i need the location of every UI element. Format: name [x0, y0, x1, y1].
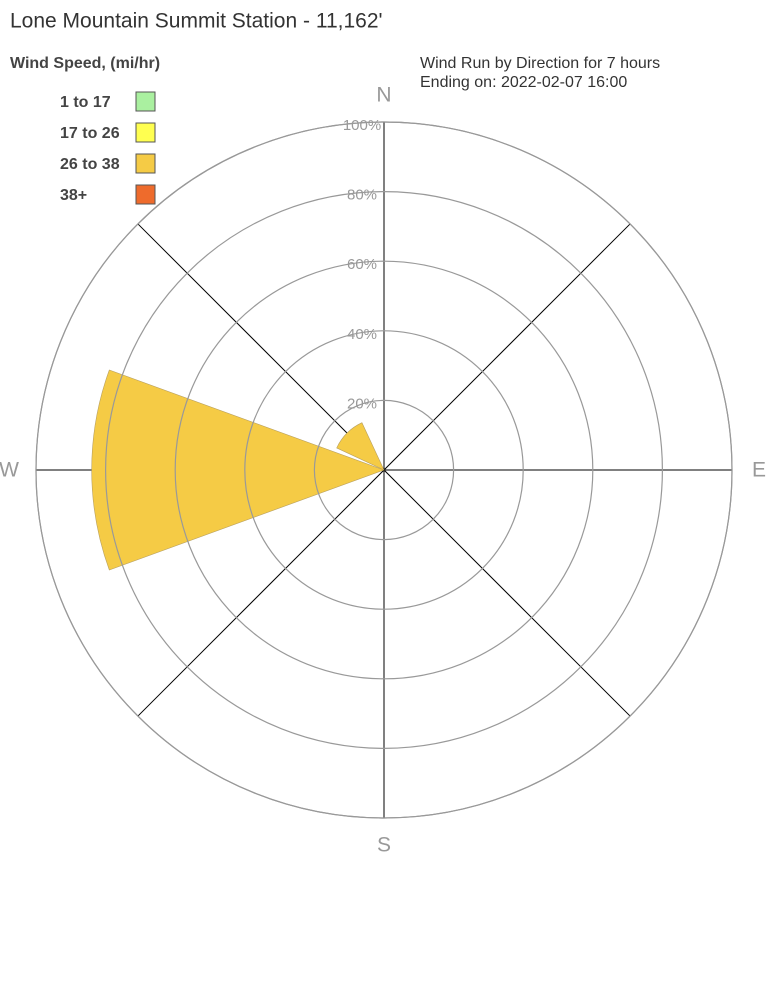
r-tick-label: 100% [343, 117, 381, 134]
legend-title: Wind Speed, (mi/hr) [10, 55, 160, 72]
grid-ring [174, 260, 594, 680]
r-tick-label: 80% [347, 187, 377, 204]
legend-label: 38+ [60, 187, 87, 204]
grid-ring [313, 399, 455, 541]
legend-label: 26 to 38 [60, 156, 120, 173]
legend-swatch [135, 153, 156, 174]
r-tick-label: 60% [347, 256, 377, 273]
legend-swatch [135, 122, 156, 143]
direction-label: N [376, 84, 391, 107]
legend-swatch [135, 184, 156, 205]
direction-label: E [752, 459, 766, 482]
direction-label: W [0, 459, 19, 482]
chart-title: Lone Mountain Summit Station - 11,162' [10, 10, 383, 33]
grid-ring [105, 191, 663, 749]
direction-label: S [377, 834, 391, 857]
r-tick-label: 40% [347, 326, 377, 343]
subtitle: Ending on: 2022-02-07 16:00 [420, 74, 627, 91]
legend-label: 17 to 26 [60, 125, 120, 142]
subtitle: Wind Run by Direction for 7 hours [420, 55, 660, 72]
wedge [91, 369, 385, 571]
legend-swatch [135, 91, 156, 112]
legend-label: 1 to 17 [60, 94, 111, 111]
grid-ring [244, 330, 524, 610]
r-tick-label: 20% [347, 395, 377, 412]
grid-ring [35, 121, 733, 819]
